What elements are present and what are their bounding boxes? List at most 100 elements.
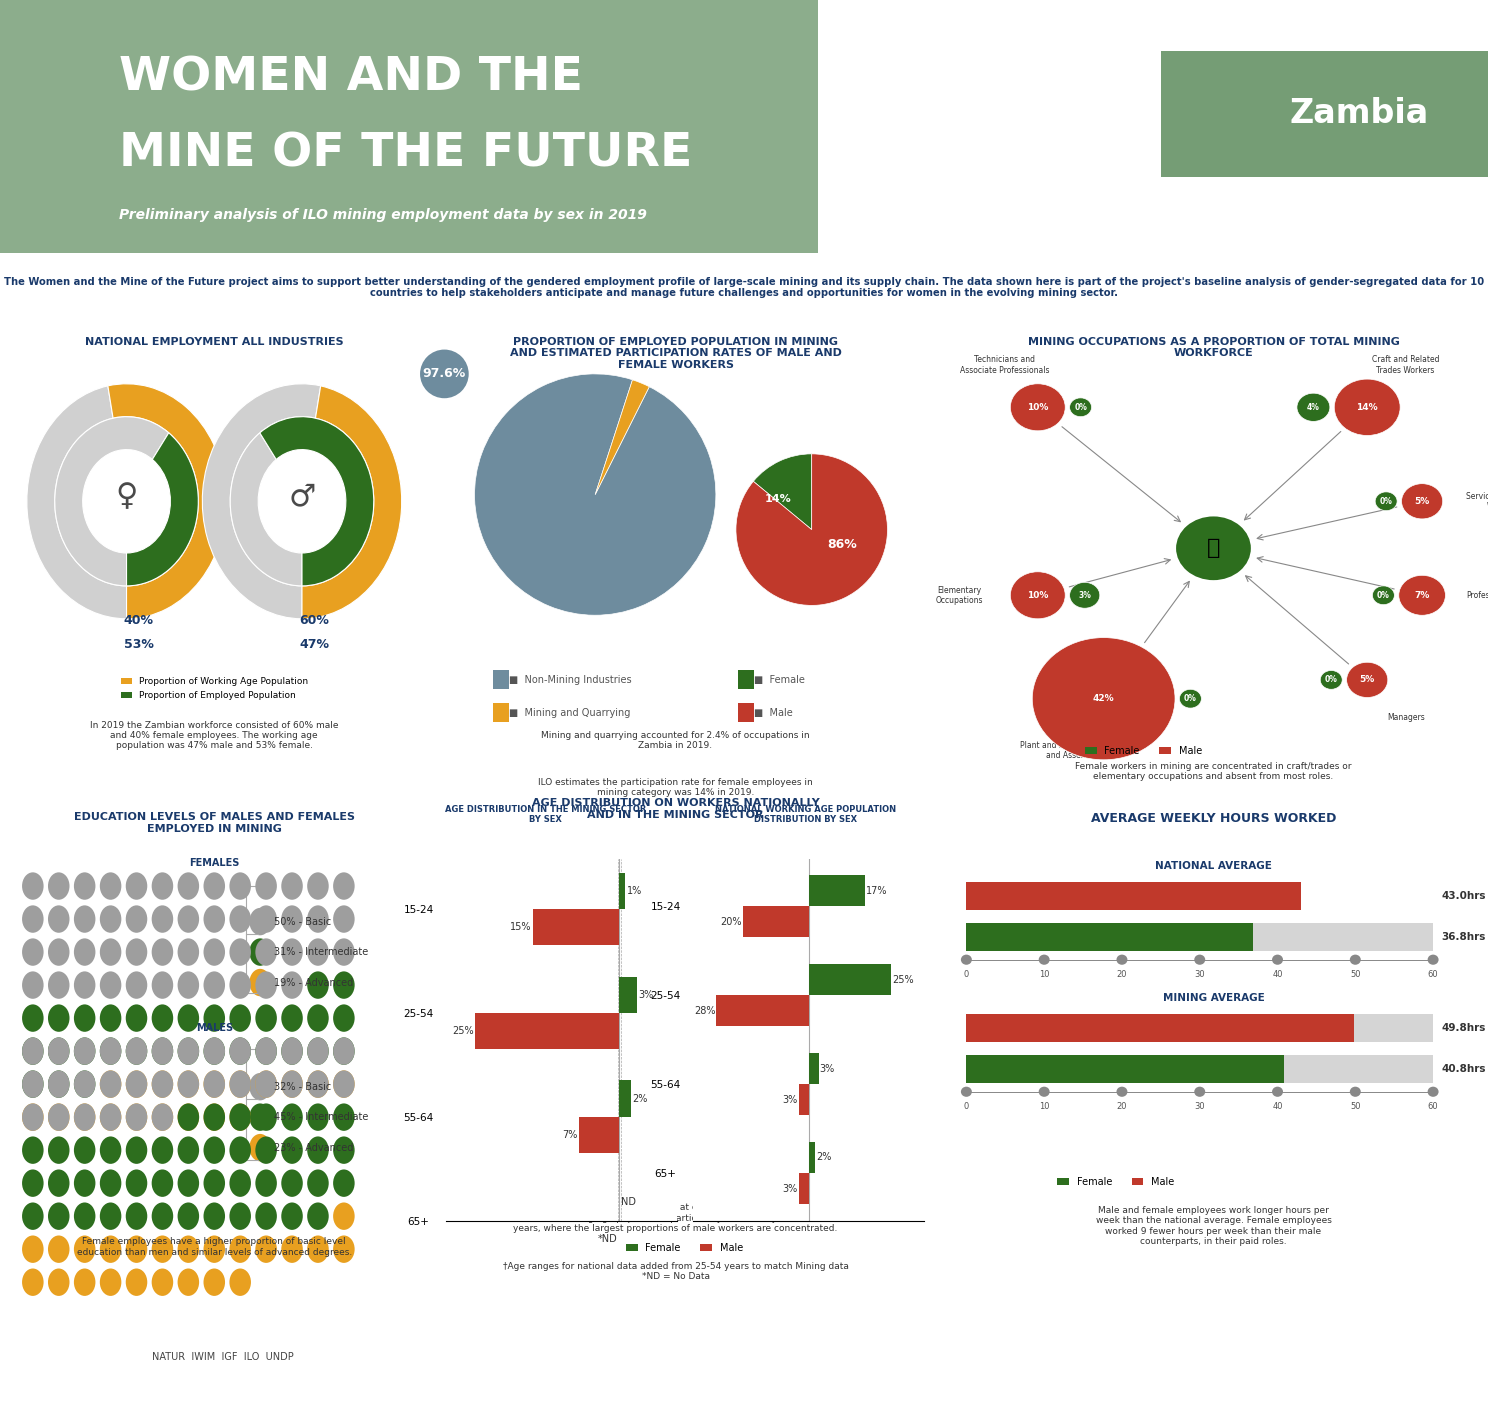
Wedge shape (202, 384, 321, 619)
Circle shape (1335, 379, 1400, 435)
Circle shape (307, 1037, 329, 1065)
Circle shape (1272, 954, 1283, 965)
Text: 3%: 3% (820, 1063, 835, 1073)
Circle shape (1399, 575, 1445, 616)
Circle shape (256, 1037, 277, 1065)
Bar (809, 1142, 815, 1173)
Circle shape (256, 1136, 277, 1164)
Circle shape (281, 1103, 302, 1131)
Circle shape (22, 1037, 43, 1065)
Circle shape (1347, 662, 1388, 697)
Circle shape (152, 905, 173, 933)
Circle shape (100, 1070, 122, 1097)
Text: 25%: 25% (893, 975, 914, 985)
Text: 47%: 47% (299, 637, 329, 651)
Text: 49.8hrs: 49.8hrs (1442, 1023, 1485, 1033)
Text: AGE DISTRIBUTION ON WORKERS NATIONALLY
AND IN THE MINING SECTOR: AGE DISTRIBUTION ON WORKERS NATIONALLY A… (531, 798, 820, 819)
Circle shape (74, 873, 95, 899)
Text: 23% - Advanced: 23% - Advanced (274, 1142, 354, 1153)
Legend: Female, Male: Female, Male (1082, 742, 1205, 759)
Circle shape (177, 1103, 199, 1131)
Circle shape (177, 1103, 199, 1131)
Text: 0%: 0% (1376, 591, 1390, 600)
Circle shape (48, 939, 70, 965)
Circle shape (256, 1103, 277, 1131)
Circle shape (1176, 515, 1251, 581)
Circle shape (100, 905, 122, 933)
Circle shape (1116, 954, 1128, 965)
Text: 32% - Basic: 32% - Basic (274, 1082, 332, 1092)
Circle shape (256, 873, 277, 899)
Text: 42%: 42% (1092, 694, 1115, 703)
Circle shape (100, 1202, 122, 1230)
Circle shape (204, 971, 225, 999)
Circle shape (204, 1005, 225, 1031)
Circle shape (48, 1170, 70, 1197)
Text: 4%: 4% (1306, 403, 1320, 412)
Text: NATIONAL WORKING AGE POPULATION
DISTRIBUTION BY SEX: NATIONAL WORKING AGE POPULATION DISTRIBU… (716, 805, 896, 824)
Circle shape (250, 1073, 271, 1100)
Bar (809, 964, 891, 995)
Wedge shape (302, 386, 402, 619)
Circle shape (229, 1202, 251, 1230)
Circle shape (1427, 1087, 1439, 1097)
Circle shape (74, 1202, 95, 1230)
Text: The Women and the Mine of the Future project aims to support better understandin: The Women and the Mine of the Future pro… (4, 276, 1484, 299)
Text: ND: ND (620, 1197, 635, 1208)
Text: Preliminary analysis of ILO mining employment data by sex in 2019: Preliminary analysis of ILO mining emplo… (119, 208, 647, 222)
Text: AVERAGE WEEKLY HOURS WORKED: AVERAGE WEEKLY HOURS WORKED (1091, 812, 1336, 825)
Circle shape (1427, 954, 1439, 965)
Circle shape (22, 1070, 43, 1097)
Text: Professionals: Professionals (1466, 591, 1488, 600)
Text: 0: 0 (964, 1101, 969, 1111)
Circle shape (152, 1103, 173, 1131)
Text: MINING AVERAGE: MINING AVERAGE (1162, 993, 1265, 1003)
Text: AGE DISTRIBUTION IN THE MINING SECTOR
BY SEX: AGE DISTRIBUTION IN THE MINING SECTOR BY… (445, 805, 646, 824)
Text: 10: 10 (1039, 1101, 1049, 1111)
Text: MINING OCCUPATIONS AS A PROPORTION OF TOTAL MINING
WORKFORCE: MINING OCCUPATIONS AS A PROPORTION OF TO… (1028, 337, 1399, 358)
Bar (619, 976, 637, 1013)
Wedge shape (231, 434, 302, 586)
Circle shape (333, 1037, 354, 1065)
Text: 53%: 53% (124, 637, 153, 651)
Circle shape (307, 971, 329, 999)
Circle shape (177, 1037, 199, 1065)
Text: 50: 50 (1350, 969, 1360, 979)
Bar (966, 1055, 1433, 1083)
Text: NATIONAL AVERAGE: NATIONAL AVERAGE (1155, 860, 1272, 871)
Bar (966, 923, 1253, 951)
Circle shape (22, 1037, 43, 1065)
Text: 20: 20 (1116, 969, 1128, 979)
Wedge shape (753, 455, 812, 529)
Circle shape (281, 971, 302, 999)
Circle shape (177, 1136, 199, 1164)
Circle shape (22, 939, 43, 965)
Bar (494, 703, 509, 723)
Text: 40: 40 (1272, 1101, 1283, 1111)
Bar (966, 882, 1301, 911)
Circle shape (229, 1037, 251, 1065)
Bar (966, 882, 1301, 911)
Text: 40%: 40% (124, 615, 153, 627)
Circle shape (204, 1037, 225, 1065)
Text: 50% - Basic: 50% - Basic (274, 916, 332, 926)
Circle shape (74, 1070, 95, 1097)
Circle shape (74, 905, 95, 933)
Circle shape (204, 1268, 225, 1296)
Circle shape (48, 1070, 70, 1097)
Circle shape (100, 1005, 122, 1031)
Circle shape (229, 905, 251, 933)
Bar (799, 1173, 809, 1204)
Circle shape (48, 1037, 70, 1065)
Circle shape (333, 1070, 354, 1097)
Circle shape (152, 939, 173, 965)
Circle shape (250, 908, 271, 936)
Circle shape (204, 1170, 225, 1197)
Text: 40.8hrs: 40.8hrs (1442, 1063, 1487, 1073)
Text: Craft and Related
Trades Workers: Craft and Related Trades Workers (1372, 355, 1439, 375)
Circle shape (333, 1202, 354, 1230)
Bar (579, 1117, 619, 1153)
Circle shape (48, 1103, 70, 1131)
Text: ♀: ♀ (116, 483, 138, 511)
Circle shape (256, 1070, 277, 1097)
